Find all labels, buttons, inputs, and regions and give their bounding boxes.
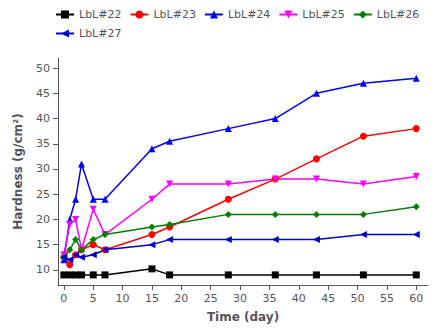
svg-text:45: 45 [321,292,335,305]
svg-text:30: 30 [233,292,247,305]
svg-text:0: 0 [60,292,67,305]
svg-text:15: 15 [36,238,50,251]
svg-text:LbL#23: LbL#23 [153,8,195,21]
svg-text:10: 10 [116,292,130,305]
svg-text:60: 60 [409,292,423,305]
svg-text:35: 35 [262,292,276,305]
svg-text:LbL#22: LbL#22 [79,8,121,21]
svg-text:LbL#25: LbL#25 [302,8,344,21]
svg-text:40: 40 [292,292,306,305]
svg-text:15: 15 [145,292,159,305]
svg-text:50: 50 [36,62,50,75]
svg-text:55: 55 [380,292,394,305]
svg-text:LbL#27: LbL#27 [79,27,121,40]
svg-text:40: 40 [36,112,50,125]
svg-text:Time (day): Time (day) [207,310,279,324]
svg-text:50: 50 [351,292,365,305]
svg-text:LbL#26: LbL#26 [377,8,419,21]
svg-text:35: 35 [36,137,50,150]
svg-text:45: 45 [36,87,50,100]
svg-text:20: 20 [36,213,50,226]
svg-text:25: 25 [204,292,218,305]
svg-text:LbL#24: LbL#24 [228,8,270,21]
svg-text:5: 5 [90,292,97,305]
svg-text:10: 10 [36,263,50,276]
svg-text:Hardness (g/cm²): Hardness (g/cm²) [11,113,25,230]
svg-text:30: 30 [36,162,50,175]
svg-text:20: 20 [174,292,188,305]
svg-text:25: 25 [36,188,50,201]
